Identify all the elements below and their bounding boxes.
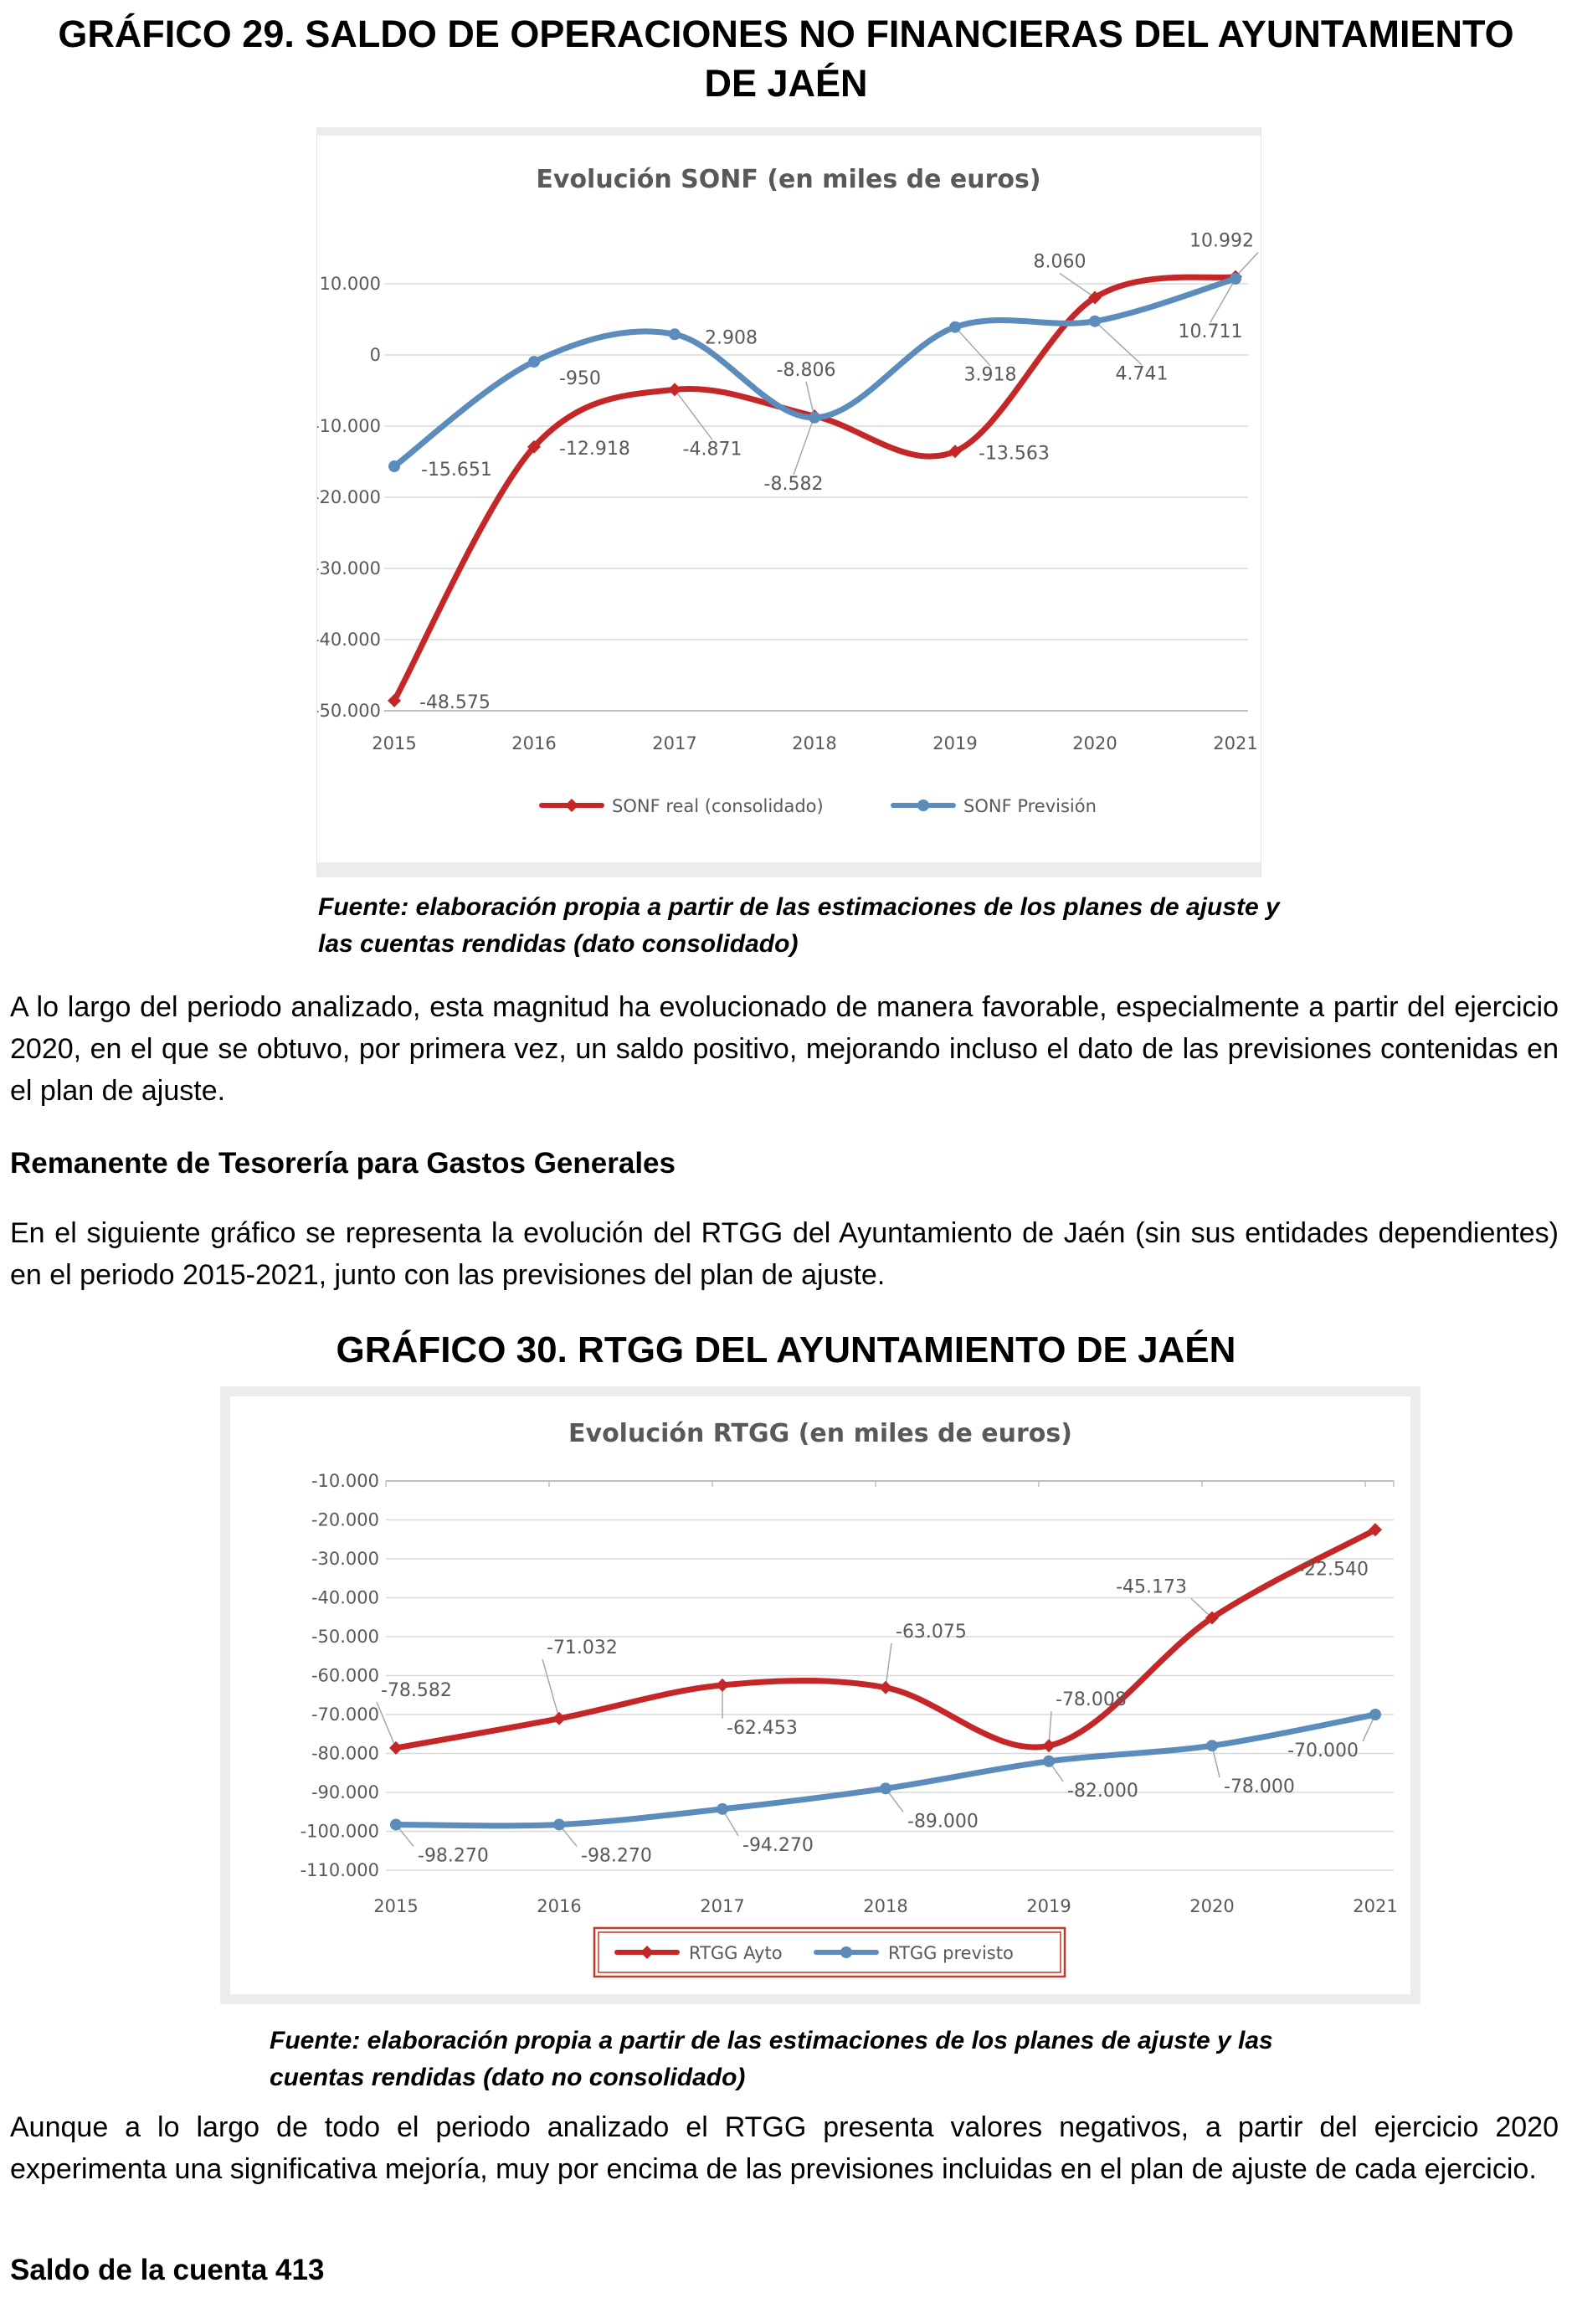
svg-text:2016: 2016 [511, 733, 556, 753]
svg-text:-22.540: -22.540 [1297, 1559, 1369, 1580]
svg-text:-98.270: -98.270 [581, 1845, 652, 1866]
svg-text:-4.871: -4.871 [683, 439, 742, 460]
svg-text:2015: 2015 [373, 1896, 418, 1916]
svg-text:2018: 2018 [792, 733, 836, 753]
svg-text:-20.000: -20.000 [311, 1510, 379, 1530]
svg-text:-8.806: -8.806 [777, 360, 836, 381]
heading-saldo-cuenta-413: Saldo de la cuenta 413 [10, 2254, 325, 2286]
rtgg-chart: -10.000 -20.000 -30.000 -40.000 -50.000 -60.0… [301, 1419, 1398, 1978]
svg-text:2021: 2021 [1213, 733, 1257, 753]
sonf-chart-source: Fuente: elaboración propia a partir de l… [318, 893, 1280, 958]
svg-text:RTGG previsto: RTGG previsto [888, 1943, 1014, 1963]
svg-text:-30.000: -30.000 [317, 558, 381, 578]
svg-text:-48.575: -48.575 [419, 692, 491, 713]
series-0: -48.575 -12.918 -4.871 -8.582 -13.563 8.060 10… [388, 231, 1259, 713]
series-0: -78.582 -71.032 -62.453 -63.075 -78.008 -45.1… [376, 1523, 1382, 1755]
svg-text:-40.000: -40.000 [311, 1588, 379, 1608]
svg-text:-40.000: -40.000 [317, 630, 381, 650]
svg-text:-50.000: -50.000 [317, 701, 381, 721]
rtgg-chart-figure: -10.000 -20.000 -30.000 -40.000 -50.000 -60.0… [220, 1386, 1420, 2004]
svg-text:-62.453: -62.453 [727, 1718, 798, 1739]
svg-text:-10.000: -10.000 [317, 416, 381, 436]
svg-text:-60.000: -60.000 [311, 1666, 379, 1686]
svg-text:2015: 2015 [372, 733, 416, 753]
paragraph-rtgg-intro: En el siguiente gráfico se representa la… [10, 1217, 1559, 1291]
svg-text:-63.075: -63.075 [896, 1622, 967, 1643]
series-1: -15.651 -950 2.908 -8.806 3.918 4.741 10.711 [388, 272, 1243, 481]
svg-text:10.992: 10.992 [1189, 231, 1254, 252]
svg-text:-15.651: -15.651 [421, 460, 492, 481]
svg-text:-45.173: -45.173 [1116, 1577, 1187, 1598]
svg-text:-78.008: -78.008 [1056, 1689, 1127, 1710]
svg-text:-12.918: -12.918 [559, 439, 630, 460]
svg-text:2021: 2021 [1353, 1896, 1397, 1916]
paragraph-rtgg-analysis: Aunque a lo largo de todo el periodo ana… [10, 2111, 1559, 2185]
rtgg-chart-source: Fuente: elaboración propia a partir de l… [270, 2027, 1273, 2091]
svg-text:10.711: 10.711 [1179, 321, 1243, 342]
svg-text:-89.000: -89.000 [907, 1811, 979, 1832]
svg-text:2019: 2019 [932, 733, 977, 753]
svg-text:2016: 2016 [537, 1896, 581, 1916]
heading-remanente: Remanente de Tesorería para Gastos Gener… [10, 1147, 676, 1180]
svg-text:-82.000: -82.000 [1067, 1781, 1138, 1802]
svg-text:4.741: 4.741 [1116, 364, 1169, 385]
svg-text:-71.032: -71.032 [547, 1638, 618, 1658]
svg-text:2020: 2020 [1072, 733, 1117, 753]
svg-text:-110.000: -110.000 [301, 1860, 379, 1880]
svg-text:RTGG Ayto: RTGG Ayto [689, 1943, 783, 1963]
paragraph-sonf-analysis: A lo largo del periodo analizado, esta m… [10, 991, 1559, 1107]
svg-text:-30.000: -30.000 [311, 1549, 379, 1569]
sonf-chart-figure: 10.000 0 -10.000 -20.000 -30.000 -40.000 -50.0… [313, 127, 1261, 877]
svg-text:2018: 2018 [863, 1896, 907, 1916]
svg-text:2017: 2017 [700, 1896, 744, 1916]
svg-text:8.060: 8.060 [1034, 251, 1087, 272]
series-1: -98.270 -98.270 -94.270 -89.000 -82.000 -78.0… [390, 1709, 1381, 1866]
svg-text:-98.270: -98.270 [418, 1845, 489, 1866]
sonf-chart: 10.000 0 -10.000 -20.000 -30.000 -40.000 -50.0… [313, 165, 1259, 816]
grafico-29-title: GRÁFICO 29. SALDO DE OPERACIONES NO FINA… [58, 13, 1514, 105]
svg-text:-70.000: -70.000 [1287, 1740, 1359, 1761]
svg-text:Evolución RTGG (en miles de eu: Evolución RTGG (en miles de euros) [568, 1419, 1072, 1448]
grafico-30-title: GRÁFICO 30. RTGG DEL AYUNTAMIENTO DE JAÉ… [336, 1329, 1236, 1370]
svg-text:-80.000: -80.000 [311, 1744, 379, 1764]
svg-text:Evolución SONF (en miles de eu: Evolución SONF (en miles de euros) [536, 165, 1040, 194]
svg-text:-78.000: -78.000 [1224, 1776, 1295, 1797]
svg-text:-100.000: -100.000 [301, 1822, 379, 1842]
svg-text:10.000: 10.000 [320, 274, 381, 294]
svg-text:SONF real (consolidado): SONF real (consolidado) [612, 796, 824, 816]
svg-text:-94.270: -94.270 [742, 1835, 814, 1856]
svg-text:-8.582: -8.582 [764, 474, 824, 495]
svg-text:-50.000: -50.000 [311, 1627, 379, 1647]
svg-text:2.908: 2.908 [705, 327, 758, 348]
svg-text:2019: 2019 [1026, 1896, 1071, 1916]
svg-text:-10.000: -10.000 [311, 1471, 379, 1491]
svg-text:2020: 2020 [1189, 1896, 1234, 1916]
svg-text:3.918: 3.918 [964, 365, 1017, 386]
svg-text:2017: 2017 [652, 733, 696, 753]
svg-text:0: 0 [370, 345, 381, 365]
svg-text:-13.563: -13.563 [979, 443, 1050, 464]
svg-text:-70.000: -70.000 [311, 1704, 379, 1725]
svg-text:SONF Previsión: SONF Previsión [963, 796, 1097, 816]
svg-text:-90.000: -90.000 [311, 1782, 379, 1802]
svg-text:-78.582: -78.582 [381, 1680, 452, 1701]
svg-text:-950: -950 [559, 368, 601, 389]
svg-text:-20.000: -20.000 [317, 487, 381, 507]
